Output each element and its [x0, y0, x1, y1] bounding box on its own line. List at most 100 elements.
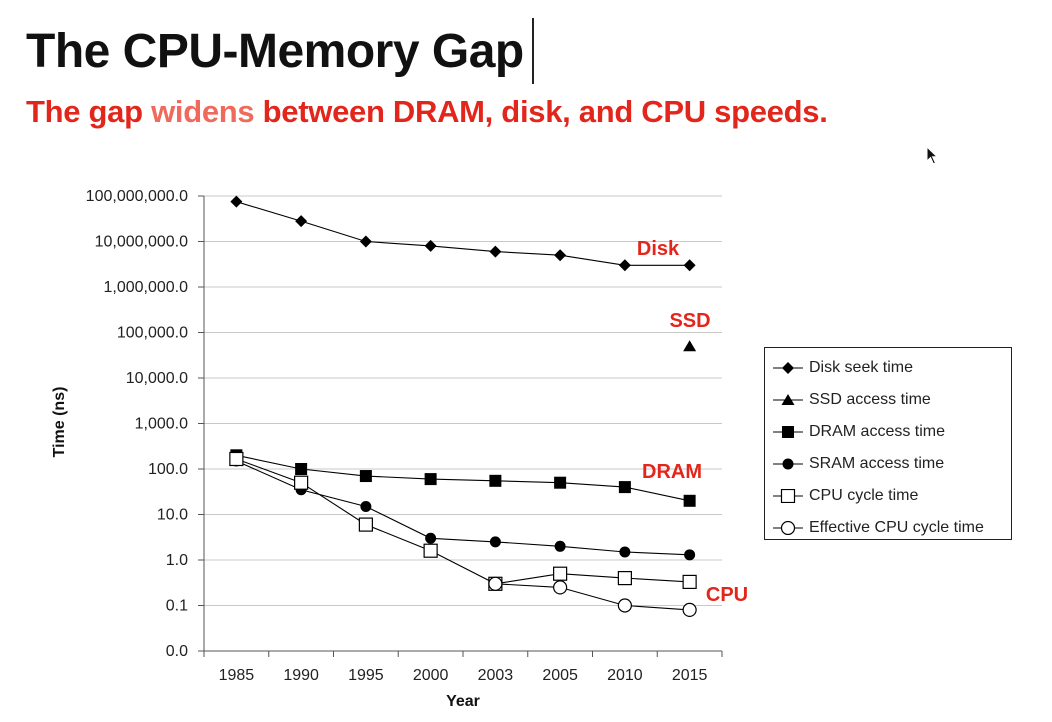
point-dram-access-time-2005 [554, 476, 567, 489]
x-tick-label: 1990 [283, 667, 319, 684]
point-disk-seek-time-2003 [489, 245, 502, 258]
x-tick-label: 1995 [348, 667, 384, 684]
legend-label: Effective CPU cycle time [809, 519, 984, 536]
point-cpu-cycle-time-2000 [423, 543, 438, 558]
legend-item-dram: DRAM access time [765, 416, 1011, 448]
legend-swatch-triangle-icon [773, 394, 803, 405]
point-sram-access-time-2005 [554, 540, 566, 552]
y-tick-label: 1,000.0 [135, 416, 188, 433]
legend-label: CPU cycle time [809, 487, 919, 504]
subtitle-text-start: The gap [26, 94, 152, 129]
point-effective-cpu-cycle-time-2003 [488, 576, 503, 591]
slide-subtitle: The gap widens between DRAM, disk, and C… [26, 92, 828, 132]
x-axis-title: Year [446, 693, 480, 710]
point-dram-access-time-2010 [618, 481, 631, 494]
point-dram-access-time-2015 [683, 494, 696, 507]
point-disk-seek-time-1985 [230, 195, 243, 208]
point-dram-access-time-1990 [295, 463, 308, 475]
point-cpu-cycle-time-2005 [553, 566, 568, 581]
y-tick-label: 100,000.0 [117, 325, 188, 342]
x-tick-label: 2015 [672, 667, 708, 684]
annotation-cpu: CPU [706, 584, 748, 606]
point-effective-cpu-cycle-time-2015 [682, 602, 697, 618]
mouse-pointer-icon [926, 146, 939, 165]
legend-swatch-marker [781, 394, 795, 405]
point-sram-access-time-2000 [425, 532, 437, 544]
series-line-dram-access-time [236, 454, 690, 502]
point-cpu-cycle-time-1990 [294, 475, 309, 490]
x-tick-label: 2010 [607, 667, 643, 684]
subtitle-text-end: between DRAM, disk, and CPU speeds. [254, 94, 828, 129]
series-markers [229, 195, 697, 618]
point-ssd-access-time-2015 [683, 340, 697, 352]
y-tick-label: 100,000,000.0 [86, 188, 188, 205]
point-cpu-cycle-time-2015 [682, 574, 697, 590]
point-disk-seek-time-2005 [554, 249, 567, 262]
legend-swatch-open-circle-icon [773, 521, 803, 535]
chart-legend: Disk seek time SSD access time DRAM acce… [764, 347, 1012, 540]
x-tick-label: 2000 [413, 667, 449, 684]
y-tick-label: 10.0 [157, 507, 188, 524]
legend-label: SSD access time [809, 391, 931, 408]
tick-labels: 0.0 0.1 1.0 10.0 100.0 1,000.0 10,000.0 100,000… [86, 188, 708, 684]
point-disk-seek-time-2010 [618, 259, 631, 272]
x-tick-label: 1985 [219, 667, 255, 684]
annotation-disk: Disk [637, 238, 680, 260]
legend-label: Disk seek time [809, 359, 914, 376]
y-tick-label: 1,000,000.0 [103, 279, 188, 296]
legend-label: DRAM access time [809, 423, 946, 440]
y-axis-title: Time (ns) [51, 387, 68, 458]
series-lines [236, 201, 690, 611]
legend-swatch-marker [780, 521, 796, 535]
point-sram-access-time-1995 [360, 500, 372, 512]
gridlines [204, 195, 722, 652]
annotation-dram: DRAM [642, 461, 702, 483]
point-sram-access-time-2010 [619, 546, 631, 558]
legend-item-disk: Disk seek time [765, 352, 1011, 384]
axes [198, 195, 723, 657]
point-disk-seek-time-2000 [424, 239, 437, 252]
legend-swatch-open-square-icon [773, 489, 803, 503]
point-dram-access-time-2003 [489, 474, 502, 487]
legend-label: SRAM access time [809, 455, 945, 472]
point-dram-access-time-2000 [424, 473, 437, 486]
y-tick-label: 10,000,000.0 [95, 234, 189, 251]
legend-item-ssd: SSD access time [765, 384, 1011, 416]
annotations: Disk SSD DRAM CPU [637, 238, 748, 606]
legend-swatch-marker [782, 362, 794, 374]
y-tick-label: 0.1 [166, 598, 188, 615]
point-disk-seek-time-2015 [683, 259, 696, 272]
legend-item-sram: SRAM access time [765, 448, 1011, 480]
series-line-disk-seek-time [236, 201, 690, 266]
x-tick-label: 2003 [478, 667, 514, 684]
y-tick-label: 10,000.0 [126, 370, 188, 387]
text-insertion-cursor [532, 18, 534, 84]
point-disk-seek-time-1990 [295, 215, 308, 228]
point-sram-access-time-2015 [684, 549, 696, 561]
x-tick-label: 2005 [542, 667, 578, 684]
legend-swatch-marker [782, 426, 794, 438]
point-dram-access-time-1995 [359, 470, 372, 483]
annotation-ssd: SSD [669, 310, 710, 332]
series-line-effective-cpu-cycle-time [495, 583, 690, 611]
legend-swatch-square-icon [773, 426, 803, 438]
legend-swatch-circle-icon [773, 458, 803, 470]
legend-swatch-marker [780, 489, 796, 503]
legend-swatch-diamond-icon [773, 362, 803, 374]
legend-item-cpu-cycle: CPU cycle time [765, 480, 1011, 512]
point-disk-seek-time-1995 [359, 235, 372, 248]
legend-swatch-marker [782, 458, 794, 470]
y-tick-label: 100.0 [148, 461, 188, 478]
y-tick-label: 0.0 [166, 643, 188, 660]
series-line-cpu-cycle-time [236, 458, 690, 585]
point-cpu-cycle-time-1985 [229, 451, 244, 467]
subtitle-highlight: widens [151, 94, 255, 129]
slide-title: The CPU-Memory Gap [26, 25, 524, 78]
series-line-sram-access-time [236, 460, 690, 556]
point-effective-cpu-cycle-time-2010 [617, 598, 632, 613]
point-effective-cpu-cycle-time-2005 [553, 580, 568, 595]
point-sram-access-time-2003 [489, 536, 501, 548]
legend-item-effective-cpu: Effective CPU cycle time [765, 512, 1011, 544]
point-cpu-cycle-time-2010 [617, 571, 632, 586]
